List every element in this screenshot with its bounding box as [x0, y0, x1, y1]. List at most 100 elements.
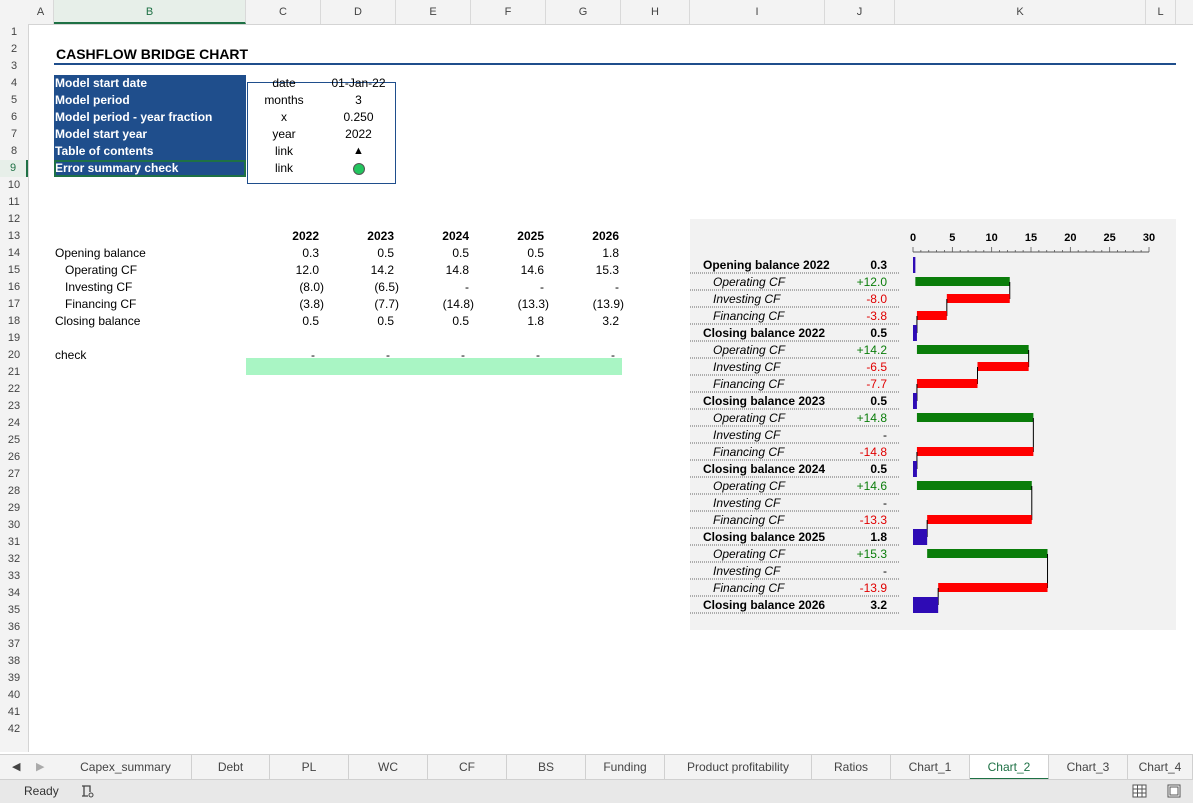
row-header-20[interactable]: 20 — [7, 349, 21, 361]
sheet-tab[interactable]: WC — [349, 755, 428, 780]
cf-row-label: Operating CF — [65, 263, 138, 277]
row-header-16[interactable]: 16 — [7, 281, 21, 293]
row-header-41[interactable]: 41 — [7, 706, 21, 718]
prev-sheet-icon[interactable]: ◀ — [12, 761, 21, 773]
row-header-12[interactable]: 12 — [7, 213, 21, 225]
sheet-tab[interactable]: PL — [270, 755, 349, 780]
row-header-24[interactable]: 24 — [7, 417, 21, 429]
waterfall-bar — [916, 413, 1034, 422]
chart-value-label: -7.7 — [866, 377, 887, 391]
row-header-30[interactable]: 30 — [7, 519, 21, 531]
row-header-36[interactable]: 36 — [7, 621, 21, 633]
chart-value-label: +12.0 — [857, 275, 888, 289]
sheet-tab[interactable]: Ratios — [812, 755, 891, 780]
column-header-c[interactable]: C — [246, 0, 321, 24]
row-header-31[interactable]: 31 — [7, 536, 21, 548]
column-header-f[interactable]: F — [471, 0, 546, 24]
chart-value-label: +14.6 — [857, 479, 888, 493]
column-header-a[interactable]: A — [28, 0, 54, 24]
chart-row-label: Investing CF — [713, 360, 781, 374]
x-tick-label: 5 — [949, 232, 955, 244]
column-header-g[interactable]: G — [546, 0, 621, 24]
sheet-tab[interactable]: CF — [428, 755, 507, 780]
sheet-tab[interactable]: Chart_1 — [891, 755, 970, 780]
status-ready: Ready — [24, 784, 59, 798]
row-header-38[interactable]: 38 — [7, 655, 21, 667]
row-header-10[interactable]: 10 — [7, 179, 21, 191]
normal-view-icon[interactable] — [1132, 784, 1147, 798]
column-header-i[interactable]: I — [690, 0, 825, 24]
waterfall-bar — [977, 362, 1029, 371]
column-header-h[interactable]: H — [621, 0, 690, 24]
row-header-8[interactable]: 8 — [10, 145, 18, 157]
page-layout-view-icon[interactable] — [1167, 784, 1181, 798]
sheet-tab[interactable]: Capex_summary — [60, 755, 192, 780]
row-header-25[interactable]: 25 — [7, 434, 21, 446]
row-header-40[interactable]: 40 — [7, 689, 21, 701]
table-of-contents-triangle-icon[interactable]: ▲ — [353, 145, 364, 157]
column-header-j[interactable]: J — [825, 0, 895, 24]
row-header-29[interactable]: 29 — [7, 502, 21, 514]
row-header-21[interactable]: 21 — [7, 366, 21, 378]
row-header-7[interactable]: 7 — [10, 128, 18, 140]
column-header-b[interactable]: B — [54, 0, 246, 24]
row-header-32[interactable]: 32 — [7, 553, 21, 565]
cashflow-bridge-chart[interactable]: 0 5 10 15 20 25 30 Opening balance 2022 0.3 Opera… — [690, 219, 1176, 630]
row-header-37[interactable]: 37 — [7, 638, 21, 650]
waterfall-bar — [927, 549, 1048, 558]
check-value: - — [386, 348, 390, 362]
row-header-14[interactable]: 14 — [7, 247, 21, 259]
error-check-circle-icon[interactable] — [353, 163, 365, 175]
row-header-19[interactable]: 19 — [7, 332, 21, 344]
row-header-18[interactable]: 18 — [7, 315, 21, 327]
cf-value: (13.9) — [592, 297, 624, 311]
sheet-tab[interactable]: Funding — [586, 755, 665, 780]
row-header-33[interactable]: 33 — [7, 570, 21, 582]
row-header-27[interactable]: 27 — [7, 468, 21, 480]
sheet-tab[interactable]: Chart_4 — [1128, 755, 1193, 780]
row-header-13[interactable]: 13 — [7, 230, 21, 242]
row-header-22[interactable]: 22 — [7, 383, 21, 395]
row-header-39[interactable]: 39 — [7, 672, 21, 684]
chart-row-label: Operating CF — [713, 547, 786, 561]
row-header-1[interactable]: 1 — [10, 26, 18, 38]
row-header-9[interactable]: 9 — [0, 160, 28, 177]
row-header-26[interactable]: 26 — [7, 451, 21, 463]
row-header-4[interactable]: 4 — [10, 77, 18, 89]
row-header-34[interactable]: 34 — [7, 587, 21, 599]
row-header-5[interactable]: 5 — [10, 94, 18, 106]
row-header-3[interactable]: 3 — [10, 60, 18, 72]
row-header-17[interactable]: 17 — [7, 298, 21, 310]
sheet-tab[interactable]: Chart_2 — [970, 755, 1049, 780]
row-header-28[interactable]: 28 — [7, 485, 21, 497]
x-tick-label: 10 — [986, 232, 998, 244]
row-header-23[interactable]: 23 — [7, 400, 21, 412]
row-header-42[interactable]: 42 — [7, 723, 21, 735]
waterfall-bar — [913, 529, 928, 545]
accessibility-icon[interactable] — [80, 784, 94, 798]
sheet-tab[interactable]: Product profitability — [665, 755, 812, 780]
next-sheet-icon[interactable]: ▶ — [36, 761, 45, 773]
chart-row-label: Financing CF — [713, 581, 785, 595]
chart-row-label: Financing CF — [713, 309, 785, 323]
chart-svg: 0 5 10 15 20 25 30 Opening balance 2022 0.3 Opera… — [690, 232, 1155, 614]
chart-value-label: - — [883, 564, 887, 578]
sheet-tab[interactable]: Chart_3 — [1049, 755, 1128, 780]
row-header-6[interactable]: 6 — [10, 111, 18, 123]
sheet-tab[interactable]: BS — [507, 755, 586, 780]
column-header-l[interactable]: L — [1146, 0, 1176, 24]
year-header: 2025 — [517, 229, 544, 243]
sheet-tab[interactable]: Debt — [192, 755, 270, 780]
column-header-d[interactable]: D — [321, 0, 396, 24]
row-header-35[interactable]: 35 — [7, 604, 21, 616]
row-header-15[interactable]: 15 — [7, 264, 21, 276]
row-header-2[interactable]: 2 — [10, 43, 18, 55]
chart-row-label: Investing CF — [713, 292, 781, 306]
info-unit: date — [272, 76, 296, 90]
column-header-e[interactable]: E — [396, 0, 471, 24]
cf-value: 0.5 — [377, 246, 394, 260]
row-header-11[interactable]: 11 — [8, 196, 20, 208]
column-header-k[interactable]: K — [895, 0, 1146, 24]
waterfall-bar — [913, 461, 917, 477]
chart-value-label: -13.9 — [860, 581, 888, 595]
